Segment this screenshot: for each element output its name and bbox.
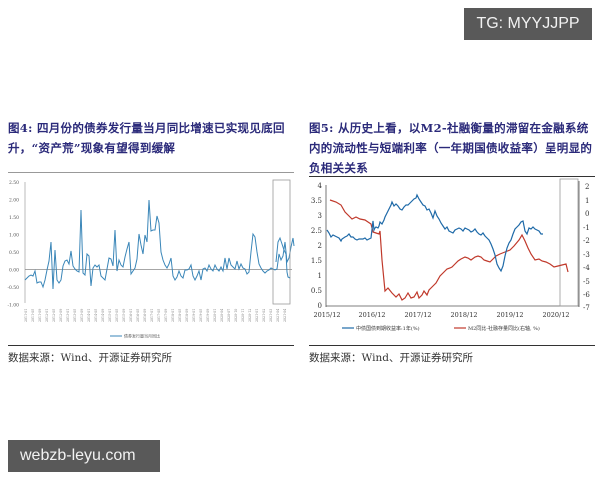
svg-text:2014-09: 2014-09 xyxy=(101,309,105,322)
svg-text:2021-04: 2021-04 xyxy=(276,309,280,322)
svg-text:M2同比-社融存量同比(右轴, %): M2同比-社融存量同比(右轴, %) xyxy=(468,325,540,332)
figure5-chart: 4 3.5 3 2.5 2 1.5 1 0.5 0 2 1 0 -1 -2 -3… xyxy=(311,178,590,332)
svg-text:0.5: 0.5 xyxy=(311,287,322,295)
bond-issuance-tail xyxy=(275,236,291,279)
watermark-site: webzb-leyu.com xyxy=(8,440,160,472)
svg-text:中债国债到期收益率:1年(%): 中债国债到期收益率:1年(%) xyxy=(356,325,420,332)
svg-text:2015/12: 2015/12 xyxy=(313,311,340,319)
svg-text:2: 2 xyxy=(318,242,322,250)
figure4-legend: 债券发行量当月同比 xyxy=(110,333,160,339)
svg-text:0.50: 0.50 xyxy=(9,250,19,256)
svg-text:2.50: 2.50 xyxy=(9,180,19,186)
y-axis-left: 2.50 2.00 1.50 1.00 0.50 0.00 -0.50 -1.0… xyxy=(7,180,26,309)
svg-text:2019-05: 2019-05 xyxy=(199,309,203,322)
figure5-bottom-rule xyxy=(309,345,595,346)
svg-text:2020/12: 2020/12 xyxy=(542,311,569,319)
svg-text:2020-11: 2020-11 xyxy=(241,309,245,322)
svg-text:-4: -4 xyxy=(583,264,590,272)
svg-text:2016/12: 2016/12 xyxy=(358,311,385,319)
svg-text:2016-01: 2016-01 xyxy=(129,309,133,322)
svg-text:0.00: 0.00 xyxy=(9,268,19,274)
bond-issuance-yoy-line xyxy=(24,199,295,290)
svg-text:1.5: 1.5 xyxy=(311,257,322,265)
svg-text:2021-04: 2021-04 xyxy=(283,309,287,322)
figure4-source: 数据来源：Wind、开源证券研究所 xyxy=(8,352,172,364)
svg-text:2015-09: 2015-09 xyxy=(122,309,126,322)
watermark-tg: TG: MYYJJPP xyxy=(464,8,592,40)
svg-text:2017-05: 2017-05 xyxy=(157,309,161,322)
svg-text:2019-01: 2019-01 xyxy=(192,309,196,322)
svg-text:-3: -3 xyxy=(583,251,590,259)
svg-text:2013-05: 2013-05 xyxy=(73,309,77,322)
svg-text:4: 4 xyxy=(318,182,323,190)
svg-text:2.5: 2.5 xyxy=(311,227,322,235)
svg-text:2012-05: 2012-05 xyxy=(52,309,56,322)
svg-text:2018/12: 2018/12 xyxy=(450,311,477,319)
svg-text:3: 3 xyxy=(318,212,322,220)
svg-text:2015-05: 2015-05 xyxy=(115,309,119,322)
figure4-bottom-rule xyxy=(8,345,294,346)
svg-text:2019/12: 2019/12 xyxy=(496,311,523,319)
svg-text:2020-10: 2020-10 xyxy=(234,309,238,322)
svg-text:2021-02: 2021-02 xyxy=(262,309,266,322)
svg-text:2020-01: 2020-01 xyxy=(213,309,217,322)
svg-text:2017-09: 2017-09 xyxy=(164,309,168,322)
svg-text:2018-05: 2018-05 xyxy=(178,309,182,322)
svg-text:2021-01: 2021-01 xyxy=(255,309,259,322)
svg-text:-7: -7 xyxy=(583,304,590,312)
svg-text:2017-01: 2017-01 xyxy=(150,309,154,322)
svg-text:2016-09: 2016-09 xyxy=(143,309,147,322)
svg-text:2013-09: 2013-09 xyxy=(80,309,84,322)
svg-text:2014-01: 2014-01 xyxy=(87,309,91,322)
figure5-legend: 中债国债到期收益率:1年(%) M2同比-社融存量同比(右轴, %) xyxy=(342,325,540,332)
svg-text:3.5: 3.5 xyxy=(311,197,322,205)
x-tick-labels: 2011-01 2011-05 2011-09 2012-01 2012-05 … xyxy=(24,309,287,322)
svg-text:2011-05: 2011-05 xyxy=(31,309,35,322)
svg-text:债券发行量当月同比: 债券发行量当月同比 xyxy=(124,333,160,339)
svg-text:0: 0 xyxy=(318,302,322,310)
svg-text:2012-09: 2012-09 xyxy=(59,309,63,322)
svg-text:2016-05: 2016-05 xyxy=(136,309,140,322)
figure5-top-rule xyxy=(309,176,595,177)
svg-text:2020-07: 2020-07 xyxy=(227,309,231,322)
svg-text:2014-05: 2014-05 xyxy=(94,309,98,322)
svg-text:2019-09: 2019-09 xyxy=(206,309,210,322)
recent-highlight-box xyxy=(272,179,291,305)
figure4-top-rule xyxy=(8,172,294,173)
y-axis-right: 2 1 0 -1 -2 -3 -4 -5 -6 -7 xyxy=(578,181,590,312)
svg-text:2021-03: 2021-03 xyxy=(269,309,273,322)
svg-text:2012-01: 2012-01 xyxy=(45,309,49,322)
cgb-1y-yield-line xyxy=(326,193,543,273)
svg-text:2013-01: 2013-01 xyxy=(66,309,70,322)
recent-highlight-box xyxy=(559,178,579,307)
svg-text:0: 0 xyxy=(585,210,589,218)
svg-text:-5: -5 xyxy=(583,278,590,286)
svg-text:-0.50: -0.50 xyxy=(7,285,19,291)
svg-text:-1: -1 xyxy=(583,224,590,232)
m2-minus-tsf-line xyxy=(329,199,569,301)
figure5-title: 图5: 从历史上看，以M2-社融衡量的滞留在金融系统内的流动性与短端利率（一年期… xyxy=(309,121,593,175)
svg-text:-6: -6 xyxy=(583,291,590,299)
svg-text:1.50: 1.50 xyxy=(9,215,19,221)
svg-text:2017/12: 2017/12 xyxy=(404,311,431,319)
svg-text:2015-01: 2015-01 xyxy=(108,309,112,322)
svg-text:2020-12: 2020-12 xyxy=(248,309,252,322)
svg-text:2020-04: 2020-04 xyxy=(220,309,224,322)
svg-text:2011-01: 2011-01 xyxy=(24,309,28,322)
svg-text:1.00: 1.00 xyxy=(9,233,19,239)
svg-text:2011-09: 2011-09 xyxy=(38,309,42,322)
figure5-source: 数据来源：Wind、开源证券研究所 xyxy=(309,352,473,364)
svg-text:-1.00: -1.00 xyxy=(7,303,19,309)
svg-text:2018-09: 2018-09 xyxy=(185,309,189,322)
y-axis-left: 4 3.5 3 2.5 2 1.5 1 0.5 0 xyxy=(311,182,327,310)
svg-text:2.00: 2.00 xyxy=(9,198,19,204)
svg-text:2: 2 xyxy=(585,183,589,191)
svg-text:2018-01: 2018-01 xyxy=(171,309,175,322)
figure4-title: 图4: 四月份的债券发行量当月同比增速已实现见底回升，“资产荒”现象有望得到缓解 xyxy=(8,121,285,155)
figure4-chart: 2.50 2.00 1.50 1.00 0.50 0.00 -0.50 -1.0… xyxy=(7,179,295,339)
svg-text:-2: -2 xyxy=(583,237,590,245)
svg-text:1: 1 xyxy=(585,197,589,205)
svg-text:1: 1 xyxy=(318,272,322,280)
x-tick-labels: 2015/12 2016/12 2017/12 2018/12 2019/12 … xyxy=(313,311,569,319)
